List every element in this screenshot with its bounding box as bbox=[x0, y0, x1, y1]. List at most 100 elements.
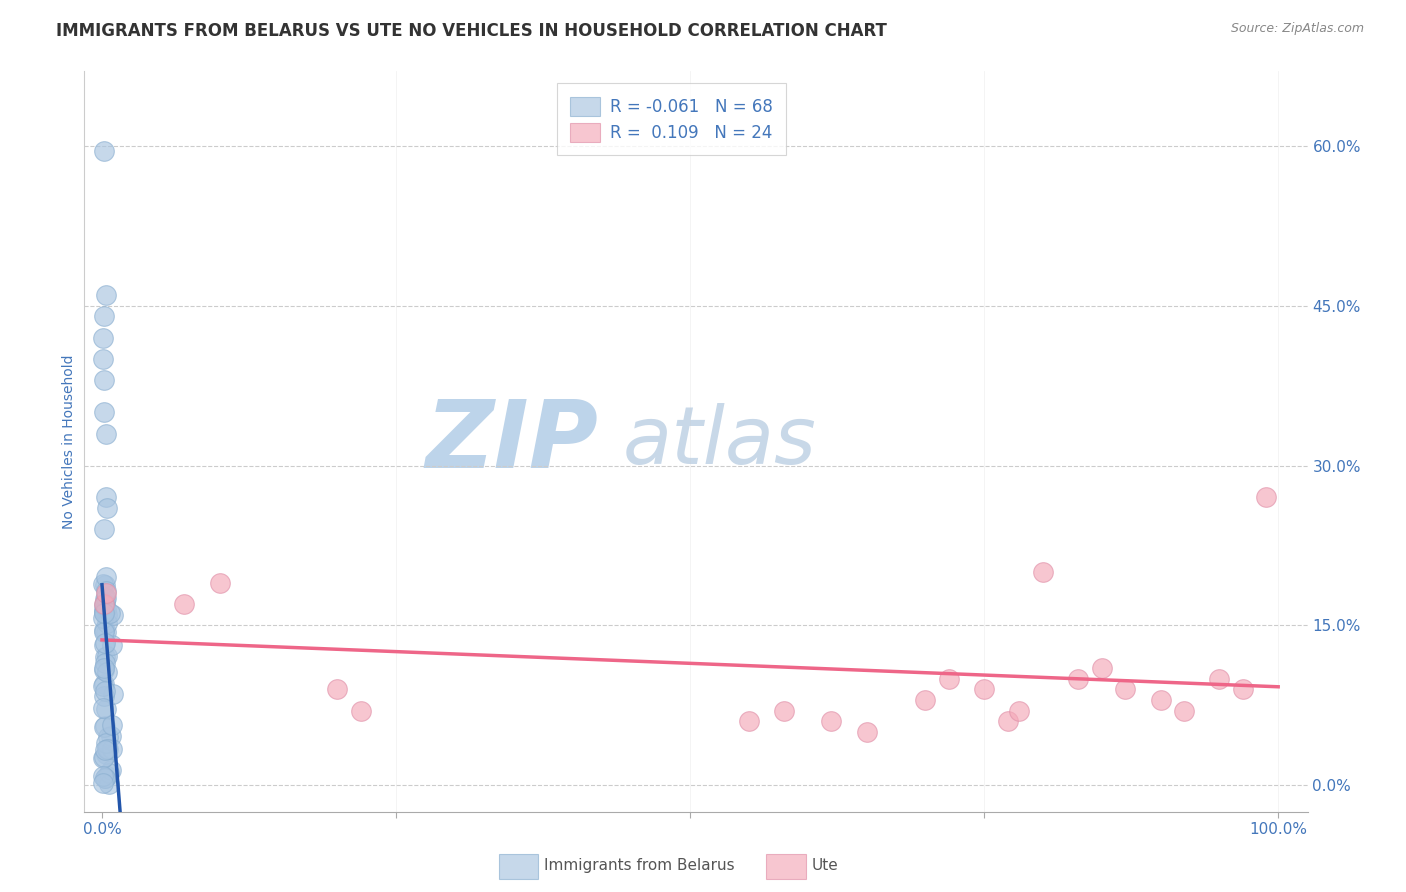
Point bbox=[93, 663, 115, 677]
Point bbox=[96, 570, 118, 584]
Point bbox=[100, 718, 122, 732]
Point bbox=[96, 608, 118, 623]
Point bbox=[820, 714, 842, 728]
Text: Source: ZipAtlas.com: Source: ZipAtlas.com bbox=[1230, 22, 1364, 36]
Point bbox=[94, 578, 117, 592]
Point bbox=[101, 687, 124, 701]
Point bbox=[1256, 491, 1278, 505]
Point bbox=[93, 624, 115, 639]
Point bbox=[97, 731, 120, 745]
Point bbox=[93, 523, 115, 537]
Point bbox=[91, 776, 114, 790]
Point bbox=[94, 288, 117, 302]
Point bbox=[1208, 672, 1230, 686]
Point bbox=[93, 638, 115, 652]
Point bbox=[91, 680, 114, 694]
Point bbox=[973, 682, 995, 697]
Point bbox=[91, 751, 114, 765]
Point bbox=[1008, 704, 1031, 718]
Point bbox=[326, 682, 349, 697]
Point bbox=[94, 771, 117, 785]
Point bbox=[93, 719, 115, 733]
Point bbox=[94, 601, 117, 615]
Point bbox=[91, 577, 114, 591]
Point bbox=[91, 351, 114, 366]
Point bbox=[96, 747, 118, 761]
Point bbox=[93, 677, 115, 691]
Point bbox=[914, 693, 936, 707]
Point bbox=[93, 310, 115, 324]
Point bbox=[1067, 672, 1090, 686]
Point bbox=[98, 776, 121, 790]
Point bbox=[98, 766, 121, 780]
Point bbox=[94, 584, 117, 599]
Point bbox=[93, 605, 115, 619]
Point bbox=[997, 714, 1019, 728]
Point bbox=[91, 331, 114, 345]
Point bbox=[94, 743, 117, 757]
Point bbox=[93, 720, 115, 734]
Point bbox=[93, 623, 115, 637]
Point bbox=[93, 606, 115, 620]
Text: Immigrants from Belarus: Immigrants from Belarus bbox=[544, 858, 735, 872]
Point bbox=[100, 729, 122, 743]
Point bbox=[1149, 693, 1171, 707]
Point bbox=[100, 638, 122, 652]
Point bbox=[94, 491, 117, 505]
Point bbox=[1114, 682, 1136, 697]
Point bbox=[96, 736, 118, 750]
Text: ZIP: ZIP bbox=[425, 395, 598, 488]
Point bbox=[93, 689, 115, 703]
Point bbox=[94, 586, 117, 600]
Point bbox=[94, 426, 117, 441]
Legend: R = -0.061   N = 68, R =  0.109   N = 24: R = -0.061 N = 68, R = 0.109 N = 24 bbox=[557, 83, 786, 155]
Point bbox=[94, 771, 117, 785]
Point bbox=[94, 650, 117, 665]
Point bbox=[94, 702, 117, 716]
Point bbox=[738, 714, 761, 728]
Text: IMMIGRANTS FROM BELARUS VS UTE NO VEHICLES IN HOUSEHOLD CORRELATION CHART: IMMIGRANTS FROM BELARUS VS UTE NO VEHICL… bbox=[56, 22, 887, 40]
Point bbox=[350, 704, 373, 718]
Point bbox=[93, 595, 115, 609]
Point bbox=[94, 636, 117, 650]
Y-axis label: No Vehicles in Household: No Vehicles in Household bbox=[62, 354, 76, 529]
Point bbox=[96, 648, 118, 663]
Point bbox=[93, 145, 115, 159]
Point bbox=[855, 724, 877, 739]
Point bbox=[96, 501, 118, 516]
Point bbox=[91, 701, 114, 715]
Point bbox=[93, 598, 115, 612]
Point bbox=[1232, 682, 1254, 697]
Point bbox=[93, 603, 115, 617]
Point bbox=[1091, 661, 1114, 675]
Point bbox=[96, 665, 118, 679]
Point bbox=[93, 597, 115, 611]
Point bbox=[91, 611, 114, 625]
Point bbox=[94, 656, 117, 670]
Point bbox=[173, 597, 195, 611]
Point bbox=[96, 742, 118, 756]
Point bbox=[773, 704, 796, 718]
Text: Ute: Ute bbox=[811, 858, 838, 872]
Point bbox=[103, 608, 125, 623]
Text: atlas: atlas bbox=[623, 402, 817, 481]
Point bbox=[93, 750, 115, 764]
Point bbox=[96, 742, 118, 756]
Point bbox=[208, 575, 231, 590]
Point bbox=[96, 769, 118, 783]
Point bbox=[100, 764, 122, 778]
Point bbox=[1032, 565, 1054, 579]
Point bbox=[93, 373, 115, 387]
Point bbox=[98, 606, 121, 620]
Point bbox=[94, 684, 117, 698]
Point bbox=[1173, 704, 1195, 718]
Point bbox=[93, 661, 115, 675]
Point bbox=[938, 672, 960, 686]
Point bbox=[96, 615, 118, 630]
Point bbox=[101, 742, 124, 756]
Point bbox=[93, 405, 115, 419]
Point bbox=[93, 591, 115, 606]
Point bbox=[91, 768, 114, 782]
Point bbox=[96, 591, 118, 606]
Point bbox=[94, 625, 117, 640]
